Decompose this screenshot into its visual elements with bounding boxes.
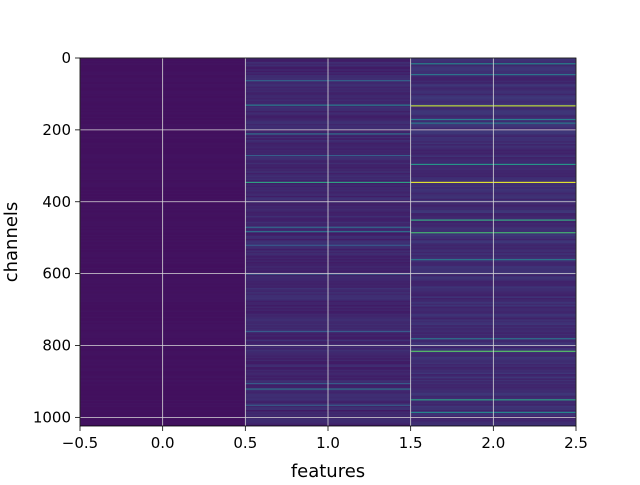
- y-axis-label: channels: [1, 202, 22, 283]
- x-tick-label: 1.5: [399, 434, 423, 452]
- x-tick-label: −0.5: [62, 434, 98, 452]
- x-tick-label: 1.0: [316, 434, 340, 452]
- y-tick-label: 1000: [33, 408, 71, 426]
- x-axis-label: features: [291, 461, 365, 480]
- y-tick-label: 0: [61, 49, 71, 67]
- x-axis-ticks: −0.5 0.0 0.5 1.0 1.5 2.0 2.5: [62, 426, 588, 452]
- x-tick-label: 2.5: [564, 434, 588, 452]
- y-tick-label: 600: [42, 265, 71, 283]
- y-tick-label: 800: [42, 337, 71, 355]
- x-tick-label: 0.5: [233, 434, 257, 452]
- x-tick-label: 2.0: [481, 434, 505, 452]
- x-tick-label: 0.0: [151, 434, 175, 452]
- y-axis-ticks: 0 200 400 600 800 1000: [33, 49, 80, 426]
- y-tick-label: 400: [42, 193, 71, 211]
- y-tick-label: 200: [42, 121, 71, 139]
